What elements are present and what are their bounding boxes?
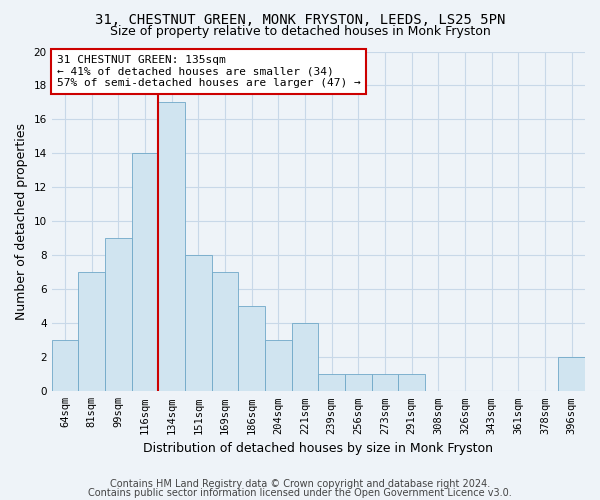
Bar [79,272,105,392]
Bar [212,272,238,392]
Bar [371,374,398,392]
Bar [105,238,131,392]
Text: Contains public sector information licensed under the Open Government Licence v3: Contains public sector information licen… [88,488,512,498]
Text: Size of property relative to detached houses in Monk Fryston: Size of property relative to detached ho… [110,25,490,38]
Text: Contains HM Land Registry data © Crown copyright and database right 2024.: Contains HM Land Registry data © Crown c… [110,479,490,489]
Bar [559,358,585,392]
Bar [185,256,212,392]
Bar [398,374,425,392]
Bar [131,154,158,392]
Y-axis label: Number of detached properties: Number of detached properties [15,123,28,320]
Text: 31 CHESTNUT GREEN: 135sqm
← 41% of detached houses are smaller (34)
57% of semi-: 31 CHESTNUT GREEN: 135sqm ← 41% of detac… [57,55,361,88]
Bar [292,324,319,392]
Bar [238,306,265,392]
Bar [158,102,185,392]
Bar [345,374,371,392]
Text: 31, CHESTNUT GREEN, MONK FRYSTON, LEEDS, LS25 5PN: 31, CHESTNUT GREEN, MONK FRYSTON, LEEDS,… [95,12,505,26]
Bar [52,340,79,392]
X-axis label: Distribution of detached houses by size in Monk Fryston: Distribution of detached houses by size … [143,442,493,455]
Bar [265,340,292,392]
Bar [319,374,345,392]
